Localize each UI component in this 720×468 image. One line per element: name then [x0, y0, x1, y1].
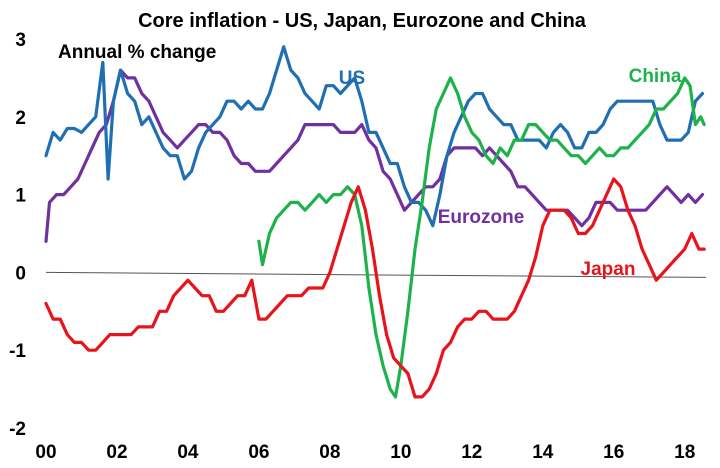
series-line-us: [44, 45, 705, 228]
series-labels: US Japan Eurozone China: [339, 66, 682, 280]
y-tick-label: 3: [15, 30, 26, 51]
series-label-eurozone: Eurozone: [438, 207, 525, 228]
x-tick-label: 18: [674, 442, 695, 463]
chart-title: Core inflation - US, Japan, Eurozone and…: [138, 10, 587, 32]
chart-subtitle: Annual % change: [58, 42, 216, 63]
y-tick-label: 2: [15, 108, 26, 129]
x-tick-label: 04: [177, 442, 199, 463]
x-tick-label: 16: [603, 442, 624, 463]
x-tick-label: 06: [248, 442, 269, 463]
series-label-us: US: [339, 68, 365, 89]
series-label-japan: Japan: [581, 259, 636, 280]
x-tick-label: 08: [319, 442, 340, 463]
series-line-japan: [44, 177, 706, 399]
y-tick-label: -2: [9, 419, 26, 440]
series-line-china: [257, 76, 706, 399]
series-label-china: China: [629, 66, 682, 87]
x-tick-label: 02: [106, 442, 127, 463]
y-tick-label: -1: [9, 341, 26, 362]
x-tick-label: 00: [35, 442, 56, 463]
series-line-eurozone: [44, 68, 705, 243]
x-tick-label: 10: [390, 442, 411, 463]
x-tick-label: 14: [532, 442, 554, 463]
x-axis-ticks: 00 02 04 06 08 10 12 14 16 18: [35, 442, 695, 463]
y-tick-label: 1: [15, 186, 26, 207]
y-tick-label: 0: [15, 263, 26, 284]
y-axis-ticks: -2 -1 0 1 2 3: [9, 30, 26, 440]
series-lines: [44, 45, 706, 399]
x-tick-label: 12: [461, 442, 482, 463]
